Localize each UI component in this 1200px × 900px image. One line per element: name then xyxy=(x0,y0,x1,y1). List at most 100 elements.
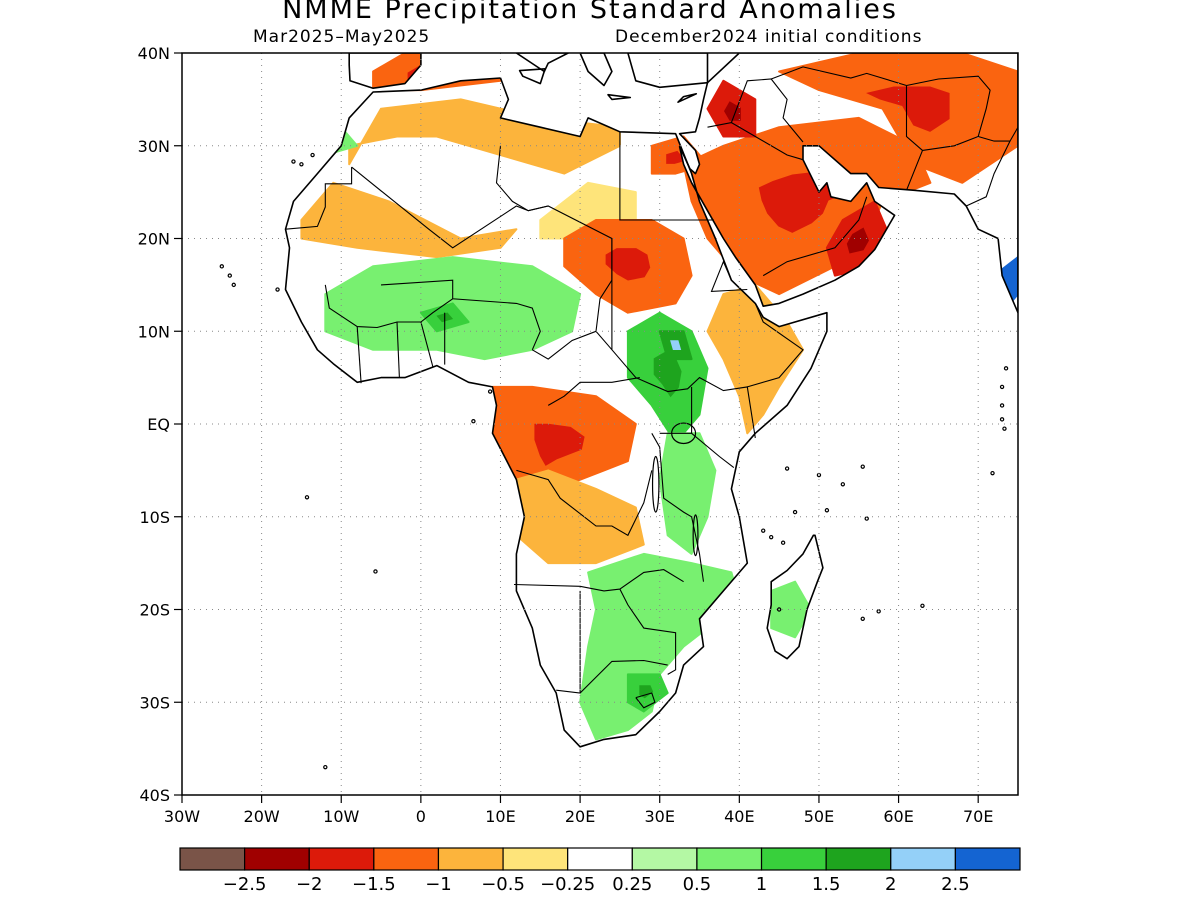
coastline-3 xyxy=(348,53,422,89)
lon-tick-label: 60E xyxy=(883,807,913,826)
border-26 xyxy=(707,122,804,161)
colorbar-swatch-10 xyxy=(760,847,827,871)
anomaly-core-6 xyxy=(666,150,686,164)
lat-tick-label: EQ xyxy=(147,415,170,434)
island-32 xyxy=(990,470,995,476)
colorbar-swatch-2 xyxy=(244,847,310,871)
island-1 xyxy=(291,159,296,164)
lat-tick-label: 30N xyxy=(138,137,170,156)
island-4 xyxy=(227,273,232,278)
lat-tick-label: 20S xyxy=(139,601,170,620)
island-10 xyxy=(999,384,1005,390)
anomaly-core-5 xyxy=(605,248,651,281)
border-21 xyxy=(556,659,668,694)
colorbar-swatch-12 xyxy=(890,847,956,871)
colorbar-swatch-7 xyxy=(567,847,633,871)
coastline-10 xyxy=(607,93,632,101)
coastline-9 xyxy=(677,93,698,103)
coastline-1 xyxy=(284,77,828,748)
border-9 xyxy=(396,321,400,378)
border-31 xyxy=(965,140,1011,207)
anomaly-core-12 xyxy=(534,423,585,466)
anomaly-region-13 xyxy=(515,469,645,565)
island-22 xyxy=(304,495,310,500)
border-3 xyxy=(495,145,549,212)
colorbar-label: −1.5 xyxy=(352,874,396,895)
island-14 xyxy=(1002,426,1007,431)
colorbar-label: −2.5 xyxy=(223,874,267,895)
island-18 xyxy=(761,528,766,533)
lat-tick-label: 10S xyxy=(139,508,170,527)
colorbar-label: 2.5 xyxy=(941,874,970,895)
colorbar: −2.5 −2 −1.5 −1 −0.5 −0.25 0.25 0.5 1 1.5 2 2.5 xyxy=(179,847,1021,895)
island-26 xyxy=(840,482,846,487)
island-12 xyxy=(1003,366,1009,371)
island-31 xyxy=(776,607,782,612)
subtitle-initial-conditions: December2024 initial conditions xyxy=(615,27,923,47)
island-9 xyxy=(487,389,493,394)
colorbar-swatch-3 xyxy=(308,847,375,871)
colorbar-label: 2 xyxy=(885,874,896,895)
subtitle-period: Mar2025–May2025 xyxy=(253,27,431,47)
island-16 xyxy=(860,616,865,621)
border-16 xyxy=(659,432,735,469)
border-25 xyxy=(762,196,868,277)
border-6 xyxy=(380,279,541,351)
colorbar-swatch-11 xyxy=(825,847,892,871)
lat-tick-label: 30S xyxy=(139,693,170,712)
colorbar-swatch-4 xyxy=(373,847,440,871)
latitude-ticks: 40N 30N 20N 10N EQ 10S 20S 30S 40S xyxy=(138,44,182,805)
colorbar-swatch-5 xyxy=(437,847,504,871)
lake-1 xyxy=(671,422,697,445)
map-title: NMME Precipitation Standard Anomalies xyxy=(282,0,898,25)
colorbar-swatch-9 xyxy=(696,847,763,871)
anomaly-core-15 xyxy=(653,351,682,398)
border-14 xyxy=(516,469,653,537)
colorbar-label: −1 xyxy=(425,874,452,895)
anomaly-shading xyxy=(285,53,1018,747)
anomaly-region-16 xyxy=(658,432,717,555)
lon-tick-label: 50E xyxy=(804,807,834,826)
island-6 xyxy=(219,264,225,269)
lon-tick-label: 30W xyxy=(164,807,200,826)
anomaly-core-9 xyxy=(846,227,869,254)
border-15 xyxy=(651,433,705,582)
colorbar-label: 0.5 xyxy=(683,874,712,895)
anomaly-region-3 xyxy=(300,181,518,259)
border-7 xyxy=(324,284,454,329)
anomaly-region-8 xyxy=(778,53,1018,184)
anomaly-core-8 xyxy=(866,86,950,132)
colorbar-label: 1.5 xyxy=(812,874,841,895)
border-28 xyxy=(771,66,924,191)
border-29 xyxy=(906,75,991,151)
lat-tick-label: 20N xyxy=(138,230,170,249)
border-27 xyxy=(730,78,804,143)
island-29 xyxy=(920,603,925,608)
border-1 xyxy=(285,167,353,230)
anomaly-region-19 xyxy=(770,580,812,639)
colorbar-label: 0.25 xyxy=(612,874,652,895)
island-11 xyxy=(999,403,1005,408)
lon-tick-label: 10E xyxy=(485,807,515,826)
island-7 xyxy=(275,287,280,292)
lat-tick-label: 40S xyxy=(139,786,170,805)
coastline-8 xyxy=(518,68,546,85)
colorbar-label: −2 xyxy=(296,874,323,895)
island-15 xyxy=(860,464,865,469)
colorbar-label: −0.5 xyxy=(481,874,525,895)
colorbar-swatch-1 xyxy=(179,847,246,871)
colorbar-swatch-6 xyxy=(502,847,569,871)
island-23 xyxy=(792,509,798,515)
island-5 xyxy=(231,282,236,288)
island-25 xyxy=(864,516,869,521)
lat-tick-label: 40N xyxy=(138,44,170,63)
lon-tick-label: 10W xyxy=(323,807,359,826)
coastline-5 xyxy=(579,53,613,87)
island-8 xyxy=(471,419,476,424)
island-3 xyxy=(310,152,315,158)
colorbar-swatch-8 xyxy=(631,847,698,871)
lon-tick-label: 30E xyxy=(644,807,674,826)
lon-tick-label: 20W xyxy=(244,807,280,826)
lon-tick-label: 40E xyxy=(724,807,754,826)
